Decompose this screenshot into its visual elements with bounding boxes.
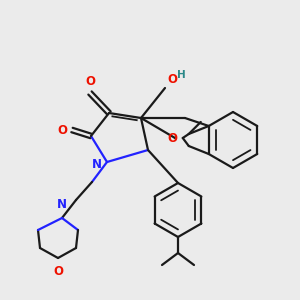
Text: O: O — [168, 131, 178, 145]
Text: O: O — [53, 265, 63, 278]
Text: O: O — [167, 73, 177, 86]
Text: N: N — [92, 158, 102, 170]
Text: H: H — [177, 70, 186, 80]
Text: N: N — [57, 198, 67, 211]
Text: O: O — [57, 124, 67, 136]
Text: O: O — [85, 75, 95, 88]
